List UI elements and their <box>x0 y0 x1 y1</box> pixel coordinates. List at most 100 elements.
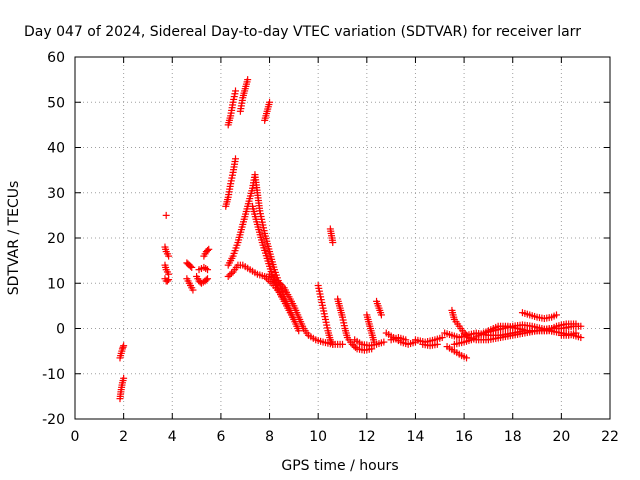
track-t34 <box>480 321 556 337</box>
x-axis-label: GPS time / hours <box>281 458 398 474</box>
data-point <box>119 343 127 351</box>
track-t21 <box>326 225 337 247</box>
data-point <box>266 98 274 106</box>
track-t10 <box>193 272 212 287</box>
y-tick-label: 40 <box>47 141 65 157</box>
track-t18 <box>249 202 286 301</box>
data-point <box>290 315 298 323</box>
y-tick-label: -10 <box>42 367 65 383</box>
x-tick-label: 8 <box>265 429 274 445</box>
track-t09 <box>195 263 212 274</box>
data-point <box>187 262 195 270</box>
x-tick-label: 14 <box>407 429 425 445</box>
y-tick-label: 0 <box>56 322 65 338</box>
track-t14 <box>261 98 274 124</box>
x-tick-label: 0 <box>71 429 80 445</box>
y-tick-label: 60 <box>47 50 65 66</box>
x-tick-label: 2 <box>119 429 128 445</box>
data-point <box>553 311 560 319</box>
data-point <box>329 340 337 348</box>
track-t13 <box>236 76 252 115</box>
x-tick-label: 12 <box>358 429 376 445</box>
track-t36 <box>557 329 580 339</box>
data-point <box>351 343 359 351</box>
x-axis: 0 2 4 6 8 10 12 14 16 18 20 22 <box>71 57 619 445</box>
track-t35 <box>518 309 560 323</box>
track-t12 <box>224 87 239 129</box>
data-point <box>227 269 235 277</box>
data-point <box>339 340 346 348</box>
data-point <box>370 338 378 346</box>
data-point <box>244 76 252 84</box>
track-t29 <box>419 340 441 350</box>
data-point <box>548 327 556 335</box>
data-point <box>226 271 234 279</box>
data-point <box>120 342 128 350</box>
x-tick-label: 6 <box>216 429 225 445</box>
track-t04 <box>161 243 173 260</box>
data-point <box>295 327 303 335</box>
data-point <box>163 277 171 285</box>
data-point <box>350 342 358 350</box>
data-point <box>162 211 170 219</box>
x-tick-label: 16 <box>455 429 473 445</box>
y-tick-label: 20 <box>47 231 65 247</box>
data-point <box>202 276 210 284</box>
track-t11 <box>200 245 213 260</box>
data-point <box>433 340 441 348</box>
data-point <box>202 265 210 273</box>
data-point <box>438 334 446 342</box>
data-point <box>232 87 239 95</box>
data-point <box>380 338 388 346</box>
y-tick-label: 30 <box>47 186 65 202</box>
data-point <box>205 245 213 253</box>
data-point <box>224 272 232 280</box>
y-axis-label: SDTVAR / TECUs <box>6 181 22 296</box>
y-axis: -20 -10 0 10 20 30 40 50 60 <box>42 50 610 428</box>
track-t20 <box>314 282 337 348</box>
data-point <box>188 263 196 271</box>
data-point <box>377 311 385 319</box>
data-series <box>116 76 585 403</box>
data-point <box>460 329 468 337</box>
data-point <box>204 266 212 274</box>
x-tick-label: 4 <box>168 429 177 445</box>
track-t25 <box>373 297 385 319</box>
grid-lines <box>75 57 610 419</box>
data-point <box>232 155 239 163</box>
data-point <box>329 239 337 247</box>
track-t27 <box>387 334 410 344</box>
x-tick-label: 20 <box>552 429 570 445</box>
track-t02 <box>116 342 128 362</box>
data-point <box>278 293 286 301</box>
x-tick-label: 22 <box>601 429 619 445</box>
data-point <box>402 336 410 344</box>
data-point <box>577 322 585 330</box>
x-tick-label: 10 <box>309 429 327 445</box>
data-point <box>463 354 471 362</box>
data-point <box>120 374 128 382</box>
chart-title: Day 047 of 2024, Sidereal Day-to-day VTE… <box>24 24 581 40</box>
data-point <box>348 340 356 348</box>
track-t08 <box>183 275 197 294</box>
data-point <box>577 334 585 342</box>
track-t03 <box>162 211 170 219</box>
track-t07 <box>183 259 196 271</box>
track-t05 <box>161 261 173 278</box>
track-t22 <box>334 295 376 354</box>
data-point <box>118 345 126 353</box>
data-point <box>572 320 580 328</box>
track-t19 <box>266 270 346 348</box>
track-t15 <box>222 155 239 210</box>
y-tick-label: 10 <box>47 276 65 292</box>
data-point <box>189 286 197 294</box>
data-point <box>572 329 580 337</box>
track-t32 <box>443 343 471 362</box>
y-tick-label: -20 <box>42 412 65 428</box>
data-point <box>462 331 470 339</box>
x-tick-label: 18 <box>504 429 522 445</box>
track-t24 <box>363 311 378 346</box>
track-t06 <box>161 275 173 285</box>
data-point <box>463 332 471 340</box>
